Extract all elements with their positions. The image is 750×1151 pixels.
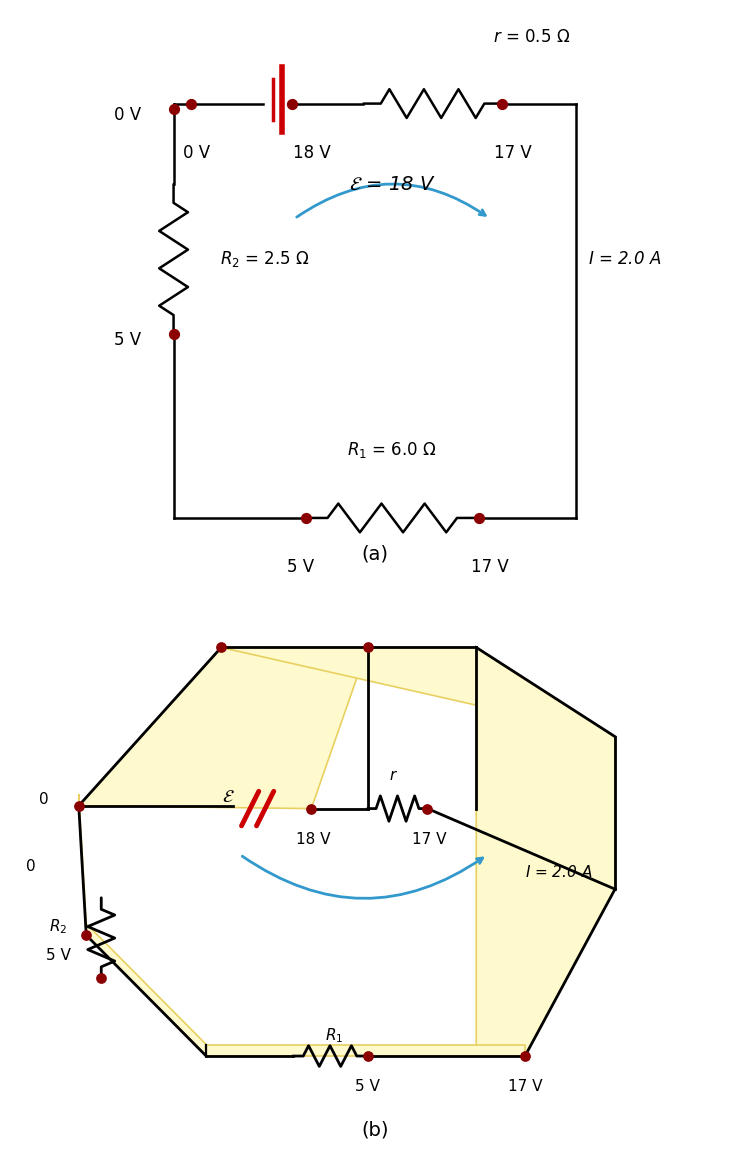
Text: 17 V: 17 V xyxy=(471,558,509,577)
Text: 17 V: 17 V xyxy=(413,831,447,847)
Text: $I$ = 2.0 A: $I$ = 2.0 A xyxy=(588,250,662,268)
Point xyxy=(167,100,179,119)
Text: 0: 0 xyxy=(39,792,49,808)
Text: $\mathcal{E}$ = 18 V: $\mathcal{E}$ = 18 V xyxy=(349,175,436,193)
Point xyxy=(496,94,508,113)
Point xyxy=(215,638,227,656)
Point xyxy=(519,1047,531,1066)
Text: 18 V: 18 V xyxy=(292,144,331,162)
Text: $R_2$: $R_2$ xyxy=(50,917,68,936)
Polygon shape xyxy=(79,794,206,1057)
Text: $R_2$ = 2.5 Ω: $R_2$ = 2.5 Ω xyxy=(220,249,310,269)
Polygon shape xyxy=(79,647,368,809)
Polygon shape xyxy=(476,647,615,1057)
Point xyxy=(362,1047,374,1066)
Text: 18 V: 18 V xyxy=(296,831,331,847)
Text: $R_1$ = 6.0 Ω: $R_1$ = 6.0 Ω xyxy=(347,441,437,460)
Point xyxy=(167,325,179,343)
Polygon shape xyxy=(206,1045,525,1057)
Point xyxy=(184,94,196,113)
Text: 0 V: 0 V xyxy=(183,144,210,162)
Point xyxy=(305,800,317,818)
Text: (a): (a) xyxy=(362,544,388,564)
Text: 0 V: 0 V xyxy=(114,106,141,124)
Text: $R_1$: $R_1$ xyxy=(325,1026,343,1045)
Point xyxy=(300,509,312,527)
Point xyxy=(80,925,92,944)
Text: 17 V: 17 V xyxy=(494,144,532,162)
Text: $I$ = 2.0 A: $I$ = 2.0 A xyxy=(525,864,592,879)
Point xyxy=(422,800,434,818)
Text: $\mathcal{E}$: $\mathcal{E}$ xyxy=(222,788,236,806)
Point xyxy=(286,94,298,113)
Text: 5 V: 5 V xyxy=(46,947,71,963)
Text: 5 V: 5 V xyxy=(355,1080,380,1095)
Text: 17 V: 17 V xyxy=(508,1080,542,1095)
Point xyxy=(362,638,374,656)
Text: 5 V: 5 V xyxy=(114,330,141,349)
Point xyxy=(472,509,484,527)
Text: $r$ = 0.5 Ω: $r$ = 0.5 Ω xyxy=(494,28,571,46)
Point xyxy=(73,796,85,815)
Text: 0: 0 xyxy=(26,859,36,874)
Point xyxy=(95,969,107,988)
Text: 5 V: 5 V xyxy=(286,558,314,577)
Polygon shape xyxy=(221,647,615,737)
Text: $r$: $r$ xyxy=(389,768,398,783)
Text: (b): (b) xyxy=(362,1120,388,1139)
